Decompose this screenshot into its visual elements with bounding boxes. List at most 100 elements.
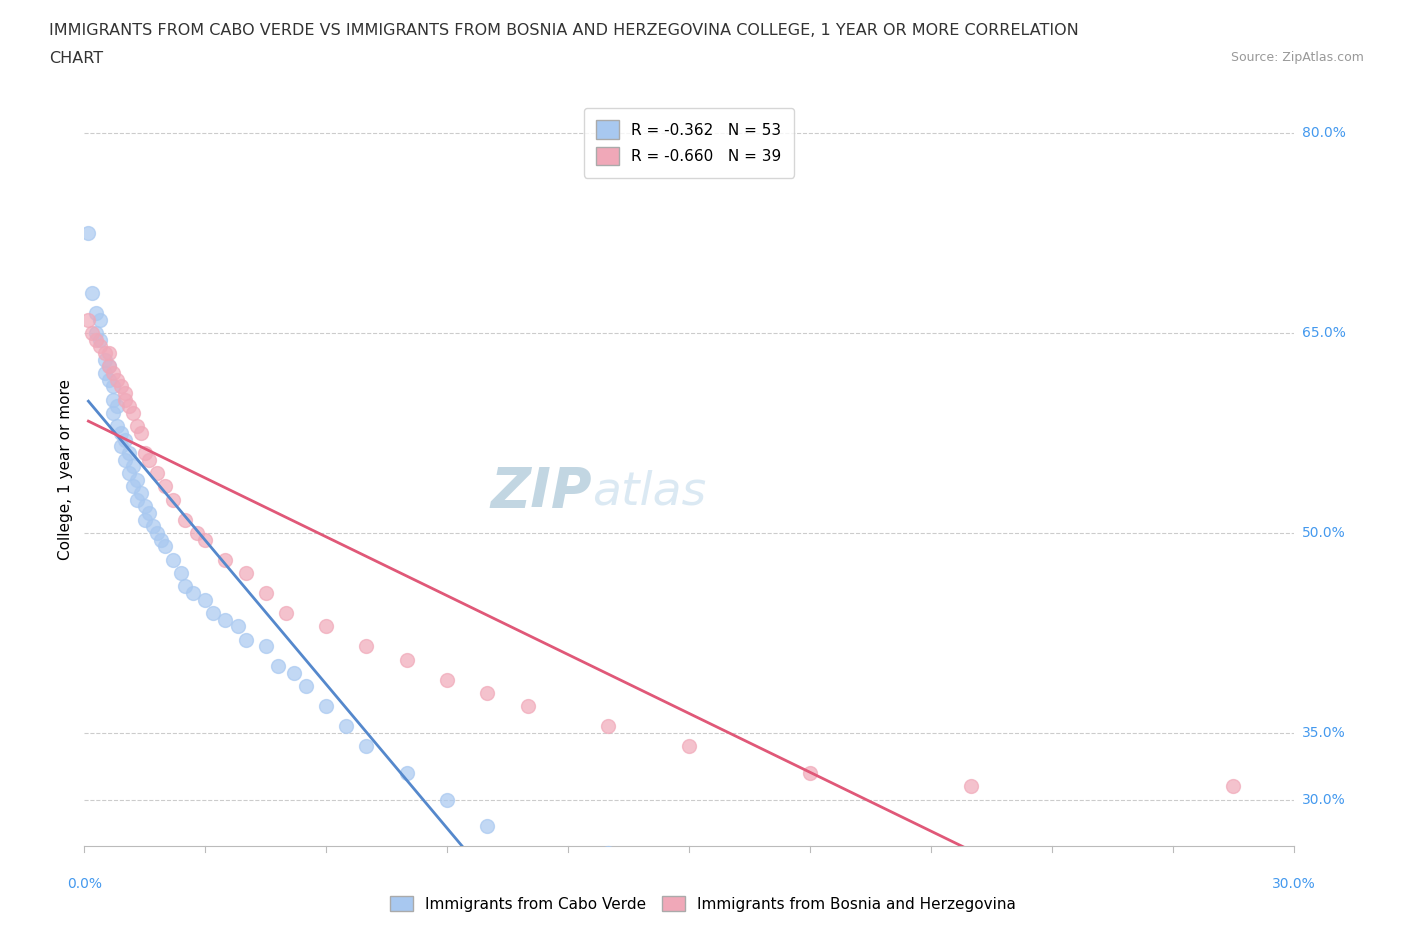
Point [598, 719, 620, 734]
Point [226, 618, 249, 633]
Point [105, 399, 128, 414]
Point [799, 765, 821, 780]
Point [97, 372, 120, 387]
Point [121, 479, 143, 494]
Point [93, 365, 115, 380]
Point [89, 312, 111, 327]
Text: 65.0%: 65.0% [1302, 326, 1346, 340]
Text: 80.0%: 80.0% [1302, 126, 1346, 140]
Point [162, 492, 184, 507]
Point [186, 525, 208, 540]
Point [125, 492, 148, 507]
Point [82, 326, 104, 340]
Point [194, 592, 217, 607]
Point [118, 466, 141, 481]
Point [274, 605, 297, 620]
Point [254, 639, 277, 654]
Point [678, 738, 700, 753]
Point [477, 818, 499, 833]
Point [267, 658, 290, 673]
Point [181, 586, 204, 601]
Point [118, 399, 141, 414]
Text: ZIP: ZIP [491, 465, 592, 519]
Point [356, 639, 378, 654]
Point [134, 512, 156, 527]
Point [121, 458, 143, 473]
Text: Source: ZipAtlas.com: Source: ZipAtlas.com [1230, 51, 1364, 64]
Text: CHART: CHART [49, 51, 103, 66]
Point [146, 466, 169, 481]
Point [960, 778, 983, 793]
Point [170, 565, 193, 580]
Point [101, 379, 124, 393]
Text: atlas: atlas [592, 470, 706, 514]
Point [142, 519, 165, 534]
Point [114, 452, 136, 467]
Point [214, 612, 236, 627]
Point [134, 498, 156, 513]
Point [89, 332, 111, 347]
Point [1222, 778, 1244, 793]
Point [235, 565, 257, 580]
Text: 30.0%: 30.0% [1302, 792, 1346, 806]
Point [138, 506, 160, 521]
Point [153, 479, 176, 494]
Point [114, 386, 136, 401]
Point [129, 485, 152, 500]
Point [125, 472, 148, 487]
Point [146, 525, 169, 540]
Point [235, 632, 257, 647]
Point [254, 586, 277, 601]
Y-axis label: College, 1 year or more: College, 1 year or more [58, 379, 73, 560]
Point [101, 392, 124, 407]
Point [86, 332, 108, 347]
Point [97, 359, 120, 374]
Point [283, 666, 305, 681]
Point [118, 445, 141, 460]
Point [93, 352, 115, 367]
Point [194, 532, 217, 547]
Point [105, 372, 128, 387]
Point [598, 845, 620, 860]
Text: 30.0%: 30.0% [1271, 877, 1316, 891]
Point [114, 392, 136, 407]
Point [110, 379, 132, 393]
Text: 0.0%: 0.0% [67, 877, 101, 891]
Point [105, 418, 128, 433]
Point [356, 738, 378, 753]
Point [77, 312, 100, 327]
Point [129, 426, 152, 441]
Point [110, 426, 132, 441]
Point [436, 792, 458, 807]
Point [174, 578, 197, 593]
Point [436, 672, 458, 687]
Point [110, 439, 132, 454]
Point [149, 532, 172, 547]
Point [93, 346, 115, 361]
Point [395, 765, 418, 780]
Point [477, 685, 499, 700]
Point [214, 552, 236, 567]
Point [395, 652, 418, 667]
Legend: Immigrants from Cabo Verde, Immigrants from Bosnia and Herzegovina: Immigrants from Cabo Verde, Immigrants f… [384, 889, 1022, 918]
Point [174, 512, 197, 527]
Point [97, 359, 120, 374]
Text: 50.0%: 50.0% [1302, 526, 1346, 540]
Point [335, 719, 357, 734]
Point [516, 698, 538, 713]
Legend: R = -0.362   N = 53, R = -0.660   N = 39: R = -0.362 N = 53, R = -0.660 N = 39 [583, 108, 794, 178]
Point [125, 418, 148, 433]
Point [89, 339, 111, 353]
Point [134, 445, 156, 460]
Point [86, 306, 108, 321]
Point [82, 286, 104, 300]
Point [114, 432, 136, 447]
Point [97, 346, 120, 361]
Point [295, 679, 318, 694]
Point [121, 405, 143, 420]
Point [153, 538, 176, 553]
Point [162, 552, 184, 567]
Point [86, 326, 108, 340]
Point [138, 452, 160, 467]
Text: IMMIGRANTS FROM CABO VERDE VS IMMIGRANTS FROM BOSNIA AND HERZEGOVINA COLLEGE, 1 : IMMIGRANTS FROM CABO VERDE VS IMMIGRANTS… [49, 23, 1078, 38]
